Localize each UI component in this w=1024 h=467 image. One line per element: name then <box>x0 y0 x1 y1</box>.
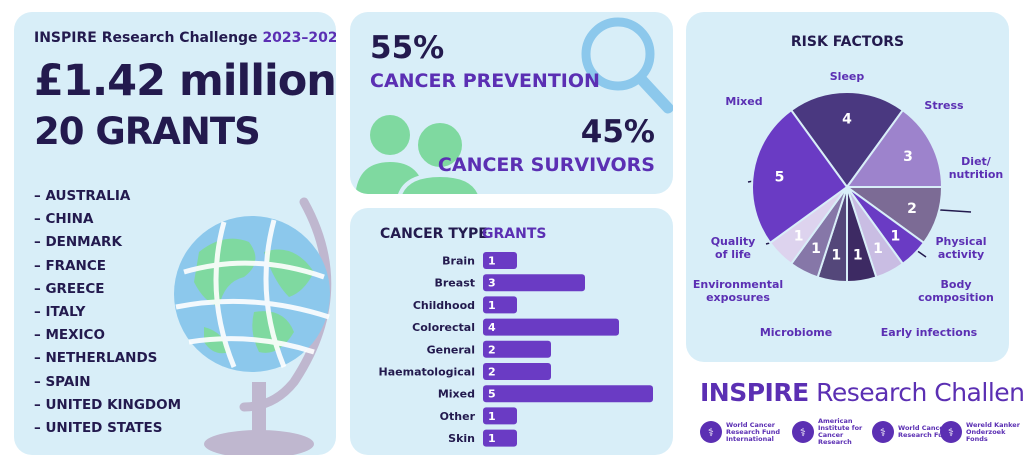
partner-logo: ⚕ Wereld Kanker Onderzoek Fonds <box>940 416 1024 448</box>
prevention-label: CANCER PREVENTION <box>370 70 600 92</box>
seal-icon: ⚕ <box>792 421 814 443</box>
bar-value-label: 4 <box>488 321 496 334</box>
people-icon <box>355 115 482 194</box>
seal-icon: ⚕ <box>940 421 962 443</box>
brand-light: Research Challenge <box>816 378 1024 407</box>
pie-value-label: 2 <box>907 201 917 217</box>
bar-category-label: Mixed <box>438 388 475 401</box>
research-split-panel: 55% CANCER PREVENTION 45% CANCER SURVIVO… <box>350 12 673 194</box>
partner-logo: ⚕ American Institute for Cancer Research <box>792 416 876 448</box>
brand-title: INSPIRE Research Challenge <box>700 378 1024 407</box>
bar <box>483 274 585 292</box>
bar <box>483 407 517 425</box>
bar <box>483 318 619 336</box>
pie-category-label: Quality of life <box>711 235 756 261</box>
pie-category-label: Stress <box>924 99 964 112</box>
bar-value-label: 1 <box>488 255 496 268</box>
partner-logo: ⚕ World Cancer Research Fund Internationa… <box>700 416 784 448</box>
pie-value-label: 4 <box>842 112 852 128</box>
cancer-type-panel: CANCER TYPE GRANTS Brain 1 Breast 3 Childhoo… <box>350 208 673 455</box>
country-item: – UNITED STATES <box>34 419 163 436</box>
country-item: – DENMARK <box>34 234 122 251</box>
pie-category-label: Body composition <box>918 278 994 304</box>
grants-header: GRANTS <box>482 226 547 242</box>
bar <box>483 252 517 269</box>
cancer-type-header: CANCER TYPE <box>380 226 488 242</box>
bar-category-label: Other <box>440 410 476 423</box>
seal-icon: ⚕ <box>700 421 722 443</box>
funding-total: £1.42 million <box>34 56 336 106</box>
bar <box>483 363 551 380</box>
pie-value-label: 1 <box>811 241 821 257</box>
pie-category-label: Physical activity <box>935 235 986 261</box>
bar <box>483 340 551 358</box>
pie-value-label: 1 <box>794 228 804 244</box>
bar-value-label: 2 <box>488 343 496 356</box>
magnifier-icon <box>581 17 673 114</box>
partner-logo: ⚕ World Cancer Research Fund <box>872 416 956 448</box>
pie-value-label: 1 <box>873 241 883 257</box>
bar-category-label: Haematological <box>379 366 475 379</box>
pie-value-label: 5 <box>775 169 785 185</box>
country-item: – MEXICO <box>34 327 105 344</box>
bar-category-label: Skin <box>448 432 475 445</box>
pie-value-label: 1 <box>890 228 900 244</box>
pie-category-label: Early infections <box>881 326 978 339</box>
risk-factors-pie-chart: 4 Sleep 3 Stress 2 Diet/nutrition 1 Physical act… <box>693 70 1004 339</box>
country-item: – ITALY <box>34 303 86 320</box>
seal-icon: ⚕ <box>872 421 894 443</box>
pie-category-label: Mixed <box>725 95 762 108</box>
pie-category-label: Environmental exposures <box>693 278 783 304</box>
panel-title: INSPIRE Research Challenge 2023–2026 <box>34 30 336 46</box>
cancer-type-bar-chart: Brain 1 Breast 3 Childhood 1 Colorectal 4 Genera… <box>379 252 653 447</box>
pie-value-label: 3 <box>903 149 913 165</box>
country-item: – GREECE <box>34 280 105 297</box>
pie-slice <box>789 91 905 189</box>
country-list: – AUSTRALIA – CHINA – DENMARK – FRANCE –… <box>34 185 181 440</box>
brand-bold: INSPIRE <box>700 378 809 407</box>
country-item: – AUSTRALIA <box>34 188 131 204</box>
bar-value-label: 1 <box>488 410 496 423</box>
survivors-label: CANCER SURVIVORS <box>437 154 655 176</box>
risk-factors-title: RISK FACTORS <box>790 34 905 50</box>
bar <box>483 429 517 447</box>
country-item: – NETHERLANDS <box>34 350 158 367</box>
pie-value-label: 1 <box>853 248 863 264</box>
prevention-percent: 55% <box>370 30 445 66</box>
title-text: INSPIRE Research Challenge <box>34 30 258 46</box>
bar-value-label: 2 <box>488 366 496 379</box>
bar-category-label: Brain <box>442 255 475 268</box>
partner-logos: ⚕ World Cancer Research Fund Internationa… <box>700 416 1020 448</box>
grants-total: 20 GRANTS <box>34 110 261 153</box>
country-item: – CHINA <box>34 211 94 228</box>
bar-value-label: 1 <box>488 299 496 312</box>
country-item: – UNITED KINGDOM <box>34 396 182 413</box>
bar-category-label: Childhood <box>413 299 475 312</box>
globe-icon <box>174 197 332 455</box>
country-item: – FRANCE <box>34 257 106 274</box>
survivors-percent: 45% <box>580 114 655 150</box>
bar-value-label: 3 <box>488 277 496 290</box>
bar <box>483 296 517 314</box>
pie-slice <box>845 108 944 188</box>
bar-category-label: Colorectal <box>412 321 475 334</box>
pie-category-label: Diet/nutrition <box>949 155 1004 181</box>
years-text: 2023–2026 <box>262 30 336 46</box>
country-item: – SPAIN <box>34 373 91 390</box>
pie-slice <box>751 108 849 245</box>
pie-category-label: Microbiome <box>760 326 832 339</box>
bar-category-label: Breast <box>435 277 476 290</box>
bar-value-label: 5 <box>488 388 496 401</box>
bar-value-label: 1 <box>488 432 496 445</box>
pie-value-label: 1 <box>831 248 841 264</box>
summary-panel: INSPIRE Research Challenge 2023–2026 £1.… <box>14 12 336 455</box>
bar-category-label: General <box>427 343 475 356</box>
risk-factors-panel: RISK FACTORS 4 Sleep 3 Stress 2 Diet/nutritio… <box>686 12 1009 362</box>
bar <box>483 385 653 403</box>
pie-category-label: Sleep <box>830 70 865 83</box>
